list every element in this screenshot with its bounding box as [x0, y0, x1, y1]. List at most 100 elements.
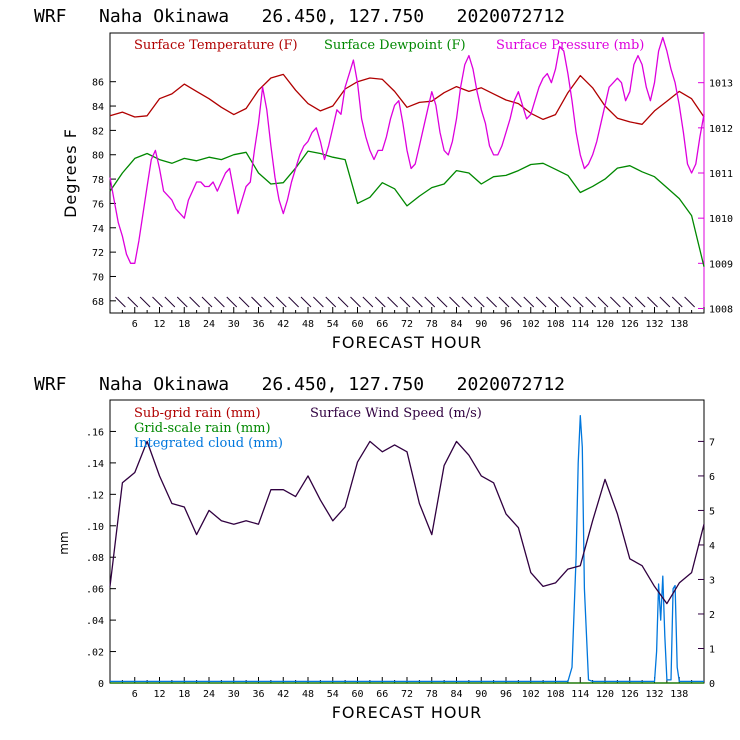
wind-barb	[412, 296, 423, 308]
wind-barb	[201, 296, 213, 308]
bottom-right-tick-label: 6	[709, 472, 715, 483]
top-right-tick-label: 1013	[709, 79, 733, 90]
top-x-tick-label: 126	[621, 319, 639, 330]
wind-barb	[263, 296, 275, 308]
bottom-y-tick-label: .16	[86, 427, 104, 438]
bottom-x-tick-label: 90	[475, 689, 487, 700]
wind-barb	[659, 296, 671, 308]
bottom-x-tick-label: 132	[645, 689, 663, 700]
wind-barb	[362, 296, 374, 308]
wind-barb	[288, 296, 299, 308]
top-x-tick-label: 120	[596, 319, 614, 330]
wind-barb	[461, 296, 473, 308]
bottom-x-tick-label: 60	[351, 689, 363, 700]
top-right-tick-label: 1009	[709, 259, 733, 270]
top-right-tick-label: 1010	[709, 214, 733, 225]
wind-barb	[548, 296, 559, 308]
bottom-x-axis-label: FORECAST HOUR	[332, 703, 483, 722]
wind-barb	[436, 296, 448, 308]
bottom-x-tick-label: 36	[252, 689, 264, 700]
top-x-tick-label: 60	[351, 319, 363, 330]
bottom-x-tick-label: 72	[401, 689, 413, 700]
bottom-y-tick-label: 0	[98, 679, 104, 690]
bottom-x-tick-label: 138	[670, 689, 688, 700]
top-y-tick-label: 78	[92, 175, 104, 186]
top-x-tick-label: 90	[475, 319, 487, 330]
bottom-right-tick-label: 5	[709, 506, 715, 517]
bottom-y-tick-label: .12	[86, 490, 104, 501]
top-plot-frame	[109, 32, 705, 314]
wind-barb	[449, 296, 460, 308]
legend-subgrid-rain: Sub-grid rain (mm)	[134, 406, 261, 421]
bottom-y-tick-label: .10	[86, 522, 104, 533]
wind-barb	[214, 296, 225, 308]
wind-barb	[647, 296, 658, 308]
bottom-series-lines	[109, 415, 705, 684]
wind-barb	[337, 296, 349, 308]
top-series-lines	[109, 36, 705, 267]
top-y-tick-label: 70	[92, 272, 104, 283]
bottom-x-tick-label: 96	[500, 689, 512, 700]
top-x-tick-label: 24	[203, 319, 215, 330]
wind-barb	[275, 296, 287, 308]
bottom-x-tick-label: 18	[178, 689, 190, 700]
bottom-x-tick-label: 66	[376, 689, 388, 700]
bottom-y-tick-label: .06	[86, 585, 104, 596]
top-x-tick-label: 30	[228, 319, 240, 330]
bottom-x-tick-label: 102	[522, 689, 540, 700]
top-x-tick-label: 48	[302, 319, 314, 330]
top-x-tick-label: 18	[178, 319, 190, 330]
precipitation-panel: WRF Naha Okinawa 26.450, 127.750 2020072…	[34, 374, 715, 722]
top-x-tick-label: 84	[450, 319, 462, 330]
wind-barb	[523, 296, 535, 308]
bottom-right-tick-label: 0	[709, 679, 715, 690]
wind-barb	[597, 296, 609, 308]
wind-barb	[226, 296, 238, 308]
bottom-x-tick-label: 42	[277, 689, 289, 700]
legend-gridscale-rain: Grid-scale rain (mm)	[134, 421, 271, 436]
bottom-x-tick-label: 120	[596, 689, 614, 700]
wind-barb	[176, 296, 188, 308]
top-y-tick-label: 82	[92, 126, 104, 137]
bottom-y-tick-label: .14	[86, 459, 104, 470]
bottom-y-tick-label: .02	[86, 648, 104, 659]
wind-barb	[115, 296, 126, 308]
bottom-x-tick-label: 114	[571, 689, 589, 700]
wind-barb	[139, 296, 151, 308]
wind-barb	[251, 296, 262, 308]
bottom-y-tick-label: .04	[86, 616, 104, 627]
top-y-tick-label: 74	[92, 224, 104, 235]
legend-pressure: Surface Pressure (mb)	[496, 38, 644, 53]
wind-barb	[313, 296, 324, 308]
bottom-axis-ticks: 6 12 18 24 30 36 42 48 54 60 66 72 78 84 90 96 102 108 114…	[86, 427, 715, 700]
bottom-right-tick-label: 3	[709, 575, 715, 586]
wind-barb	[535, 296, 547, 308]
top-x-tick-label: 54	[327, 319, 339, 330]
wind-barb	[473, 296, 485, 308]
bottom-y-axis-label: mm	[57, 531, 71, 554]
top-y-tick-label: 72	[92, 248, 104, 259]
bottom-x-tick-label: 126	[621, 689, 639, 700]
top-x-tick-label: 6	[132, 319, 138, 330]
wind-speed-line	[109, 440, 705, 605]
top-right-tick-label: 1011	[709, 169, 733, 180]
wind-barb	[560, 296, 572, 308]
wind-barb	[634, 296, 646, 308]
wind-barb	[127, 296, 139, 308]
bottom-x-tick-label: 48	[302, 689, 314, 700]
top-x-tick-label: 78	[426, 319, 438, 330]
bottom-x-tick-label: 108	[546, 689, 564, 700]
top-y-tick-label: 86	[92, 78, 104, 89]
wind-barb	[374, 296, 386, 308]
wind-barb	[350, 296, 361, 308]
temperature-panel: WRF Naha Okinawa 26.450, 127.750 2020072…	[34, 6, 733, 352]
bottom-x-tick-label: 24	[203, 689, 215, 700]
legend-wind-speed: Surface Wind Speed (m/s)	[310, 406, 482, 421]
top-chart-title: WRF Naha Okinawa 26.450, 127.750 2020072…	[34, 6, 565, 27]
top-y-tick-label: 68	[92, 297, 104, 308]
top-x-tick-label: 96	[500, 319, 512, 330]
bottom-chart-title: WRF Naha Okinawa 26.450, 127.750 2020072…	[34, 374, 565, 395]
bottom-right-tick-label: 2	[709, 610, 715, 621]
wind-barb	[399, 296, 411, 308]
bottom-y-tick-label: .08	[86, 553, 104, 564]
